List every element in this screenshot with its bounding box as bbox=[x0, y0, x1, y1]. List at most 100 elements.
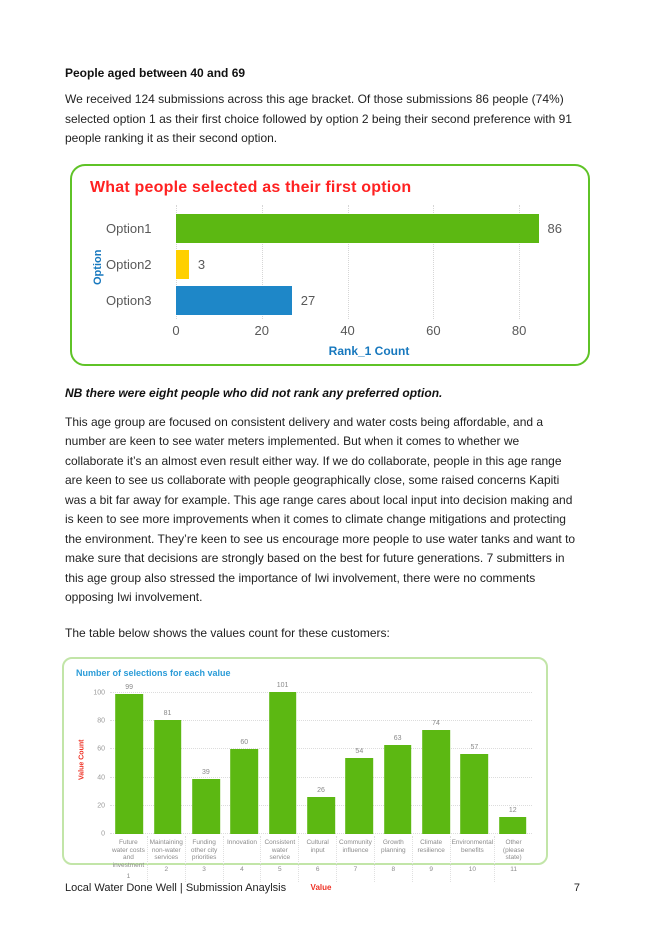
y-tick-label: 0 bbox=[101, 830, 105, 838]
y-tick-label: 100 bbox=[93, 689, 105, 697]
x-category-number: 7 bbox=[353, 866, 358, 873]
x-tick-label: 0 bbox=[172, 322, 180, 338]
bar-column: 57 bbox=[455, 686, 493, 834]
chart2-title: Number of selections for each value bbox=[76, 668, 231, 678]
bar-column: 54 bbox=[340, 686, 378, 834]
first-option-chart: What people selected as their first opti… bbox=[70, 163, 590, 366]
bar bbox=[268, 691, 297, 834]
bar-track: 86 bbox=[176, 214, 562, 243]
bar bbox=[460, 753, 489, 834]
gridline bbox=[110, 720, 532, 722]
x-category-cell: Community influence 7 bbox=[336, 836, 374, 882]
chart2-x-axis-label: Value bbox=[310, 883, 332, 892]
x-category-label: Future water costs and investment bbox=[111, 839, 145, 869]
y-tick-label: 80 bbox=[97, 717, 105, 725]
x-category-label: Climate resilience bbox=[417, 839, 445, 854]
bar-value-label: 26 bbox=[317, 787, 325, 795]
chart1-plot-region: Option1 86 Option2 3 Option3 27 0 20 40 60 80 Ran… bbox=[106, 204, 568, 358]
bar bbox=[153, 719, 182, 834]
category-label: Option1 bbox=[106, 221, 152, 236]
bar-value-label: 86 bbox=[547, 221, 562, 236]
gridline bbox=[110, 776, 532, 778]
x-category-cell: Growth planning 8 bbox=[373, 836, 412, 882]
x-category-label: Innovation bbox=[226, 839, 257, 846]
chart2-bars: 99 81 39 60 101 26 54 63 74 57 12 bbox=[110, 682, 532, 834]
y-tick-label: 40 bbox=[97, 774, 105, 782]
x-category-label: Other (please state) bbox=[502, 839, 525, 861]
chart1-y-axis-label: Option bbox=[92, 248, 104, 285]
bar bbox=[192, 779, 220, 834]
bar bbox=[307, 797, 335, 834]
category-label: Option2 bbox=[106, 257, 152, 272]
bar bbox=[498, 817, 527, 834]
bar-value-label: 63 bbox=[393, 735, 402, 743]
bar-column: 26 bbox=[302, 686, 340, 834]
bar-row: Option1 86 bbox=[106, 211, 568, 247]
bar-value-label: 39 bbox=[201, 769, 210, 777]
x-category-number: 11 bbox=[510, 866, 517, 873]
bar-row: Option3 27 bbox=[106, 283, 568, 319]
gridline bbox=[110, 748, 532, 750]
chart1-x-axis-ticks: 0 20 40 60 80 bbox=[172, 322, 562, 341]
bar bbox=[176, 286, 292, 315]
bar-column: 63 bbox=[379, 686, 417, 834]
bar-row: Option2 3 bbox=[106, 247, 568, 283]
chart2-plot-area: 99 81 39 60 101 26 54 63 74 57 12 0 20 40 60 80 100 bbox=[93, 682, 532, 838]
bar bbox=[422, 729, 450, 834]
x-category-number: 5 bbox=[277, 866, 282, 873]
page-footer: Local Water Done Well | Submission Anayl… bbox=[65, 882, 580, 894]
x-category-cell: Funding other city priorities 3 bbox=[184, 836, 223, 882]
x-category-number: 4 bbox=[240, 866, 244, 873]
bar-value-label: 3 bbox=[197, 257, 206, 272]
chart2-plot-region: 99 81 39 60 101 26 54 63 74 57 12 0 20 40 60 80 100 Fut… bbox=[88, 682, 532, 892]
bar-value-label: 54 bbox=[355, 747, 364, 755]
page-content: People aged between 40 and 69 We receive… bbox=[62, 66, 590, 892]
bar-value-label: 57 bbox=[470, 743, 479, 751]
bar-track: 3 bbox=[176, 250, 562, 279]
page-title: People aged between 40 and 69 bbox=[65, 66, 246, 80]
intro-paragraph: We received 124 submissions across this … bbox=[65, 92, 572, 145]
x-category-cell: Environmental benefits 10 bbox=[449, 836, 495, 882]
x-category-number: 1 bbox=[126, 873, 131, 880]
x-category-label: Consistent water service bbox=[264, 839, 296, 861]
x-category-number: 10 bbox=[468, 866, 476, 873]
chart2-y-axis-label: Value Count bbox=[78, 739, 86, 781]
chart1-title: What people selected as their first opti… bbox=[90, 178, 412, 196]
x-tick-label: 40 bbox=[340, 322, 355, 338]
bar-track: 27 bbox=[176, 286, 562, 315]
page-number: 7 bbox=[573, 882, 580, 894]
nb-note: NB there were eight people who did not r… bbox=[65, 385, 443, 400]
bar-value-label: 99 bbox=[125, 684, 134, 692]
bar-column: 60 bbox=[225, 686, 263, 834]
bar-value-label: 101 bbox=[276, 681, 289, 689]
x-category-cell: Maintaining non-water services 2 bbox=[146, 836, 185, 882]
bar-column: 74 bbox=[417, 686, 455, 834]
x-category-cell: Innovation 4 bbox=[222, 836, 261, 882]
bar bbox=[383, 745, 412, 834]
x-category-label: Cultural input bbox=[306, 839, 329, 854]
x-category-cell: Other (please state) 11 bbox=[494, 836, 532, 882]
bar bbox=[176, 250, 189, 279]
x-category-number: 6 bbox=[315, 866, 320, 873]
bar-value-label: 81 bbox=[163, 709, 172, 717]
x-category-label: Growth planning bbox=[381, 839, 406, 854]
x-category-number: 8 bbox=[391, 866, 396, 873]
bar bbox=[115, 694, 143, 834]
x-tick-label: 60 bbox=[426, 322, 441, 338]
x-category-label: Community influence bbox=[339, 839, 372, 854]
x-category-number: 9 bbox=[429, 866, 433, 873]
bar-value-label: 60 bbox=[240, 739, 249, 747]
x-category-cell: Future water costs and investment 1 bbox=[110, 836, 147, 882]
x-category-number: 2 bbox=[164, 866, 169, 873]
bar-column: 12 bbox=[494, 686, 532, 834]
table-intro-paragraph: The table below shows the values count f… bbox=[65, 625, 390, 640]
x-category-label: Maintaining non-water services bbox=[149, 839, 183, 861]
x-category-cell: Cultural input 6 bbox=[298, 836, 336, 882]
x-category-cell: Climate resilience 9 bbox=[411, 836, 450, 882]
value-count-chart: Number of selections for each value Valu… bbox=[62, 657, 548, 892]
footer-text: Local Water Done Well | Submission Anayl… bbox=[65, 882, 287, 894]
bar bbox=[176, 214, 539, 243]
bar-value-label: 74 bbox=[432, 719, 440, 727]
x-category-cell: Consistent water service 5 bbox=[260, 836, 298, 882]
chart1-plot-area: Option1 86 Option2 3 Option3 27 bbox=[106, 204, 568, 319]
